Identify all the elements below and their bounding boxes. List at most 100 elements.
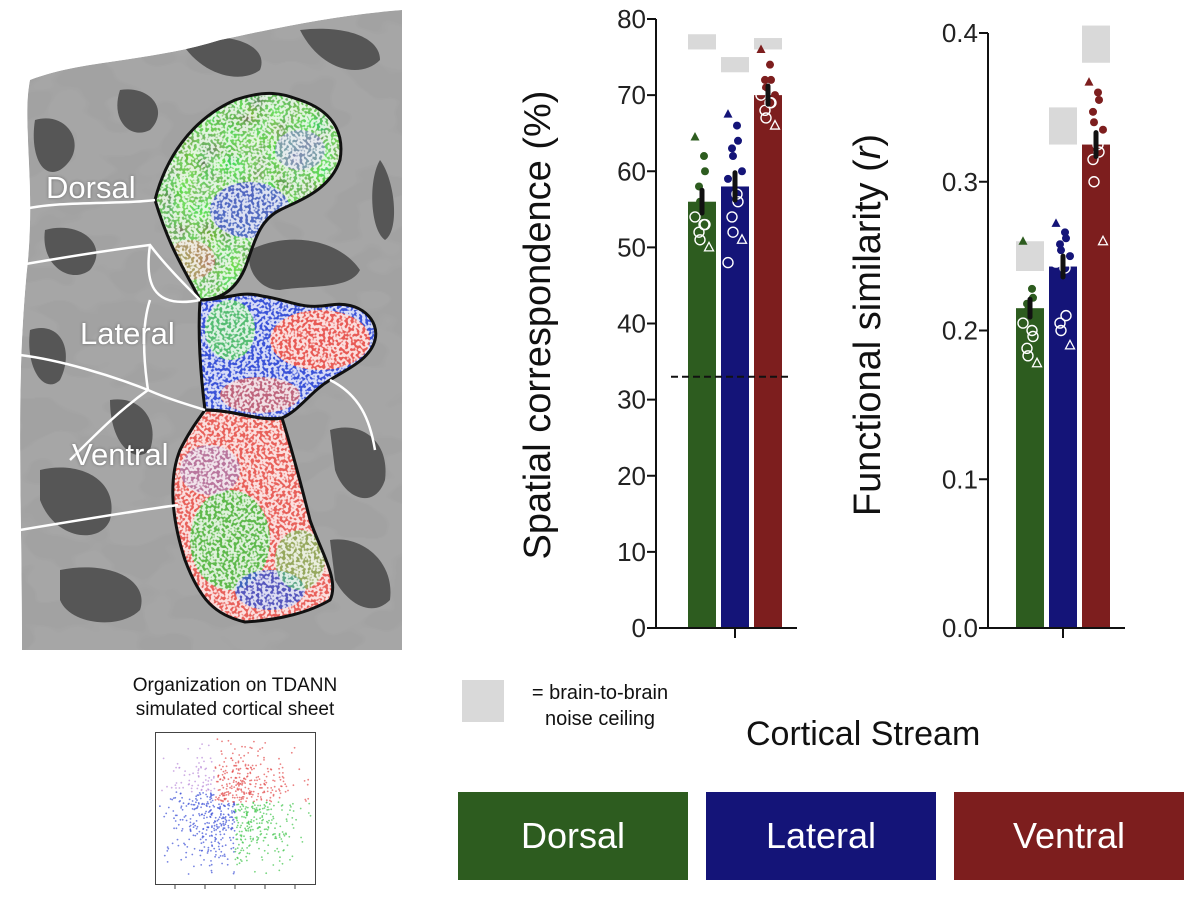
data-point-lateral [1055, 324, 1067, 337]
scatter-dot [265, 781, 268, 784]
data-point-ventral [767, 75, 775, 84]
scatter-dot [231, 759, 234, 762]
scatter-dot [255, 798, 258, 801]
scatter-dot [265, 799, 268, 802]
data-point-ventral [756, 44, 766, 53]
scatter-dot [206, 801, 209, 803]
scatter-dot [219, 814, 222, 816]
scatter-dot [184, 843, 186, 846]
scatter-dot [163, 854, 166, 857]
scatter-dot [183, 816, 186, 818]
scatter-dot [237, 803, 240, 806]
scatter-dot [269, 768, 272, 770]
scatter-dot [236, 863, 238, 866]
scatter-dot [200, 766, 202, 769]
scatter-dot [205, 784, 208, 786]
scatter-dot [243, 777, 245, 780]
data-point-lateral [732, 195, 744, 208]
scatter-dot [213, 847, 216, 850]
y-tick-label: 30 [617, 385, 646, 415]
scatter-dot [218, 796, 220, 799]
scatter-dot [227, 790, 230, 793]
map-caption-line2: simulated cortical sheet [135, 699, 335, 720]
scatter-dot [215, 850, 217, 853]
scatter-dot [237, 808, 240, 811]
scatter-dot [227, 794, 230, 796]
scatter-dot [196, 799, 198, 801]
scatter-dot [246, 847, 248, 849]
scatter-dot [190, 803, 193, 806]
scatter-dot [235, 780, 238, 783]
map-label-dorsal: Dorsal [46, 170, 136, 205]
scatter-dot [267, 770, 270, 773]
scatter-dot [228, 782, 231, 785]
scatter-dot [210, 789, 212, 792]
scatter-dot [238, 843, 240, 846]
scatter-dot [261, 747, 264, 749]
scatter-dot [285, 785, 288, 788]
scatter-dot [244, 764, 247, 767]
scatter-dot [225, 788, 228, 790]
scatter-dot [210, 860, 212, 862]
scatter-dot [233, 829, 236, 832]
scatter-dot [216, 819, 219, 822]
scatter-dot [263, 756, 265, 759]
scatter-dot [175, 791, 178, 793]
scatter-dot [279, 856, 281, 859]
scatter-dot [231, 796, 234, 799]
scatter-dot [273, 804, 275, 807]
data-point-ventral [1094, 88, 1102, 97]
scatter-dot [270, 822, 272, 825]
scatter-dot [231, 794, 234, 797]
scatter-dot [292, 810, 295, 812]
scatter-dot [273, 774, 275, 776]
scatter-dot [221, 753, 223, 755]
scatter-dot [227, 800, 229, 803]
scatter-dot [278, 757, 280, 760]
data-point-ventral [1095, 95, 1103, 104]
scatter-dot [282, 772, 284, 774]
cortical-flatmap [0, 0, 402, 650]
scatter-dot [203, 814, 206, 817]
scatter-dot [250, 825, 253, 828]
scatter-dot [233, 802, 235, 804]
data-point-lateral [728, 144, 736, 153]
scatter-dot [220, 803, 223, 805]
scatter-dot [197, 784, 200, 787]
scatter-dot [209, 796, 211, 799]
scatter-dot [244, 763, 247, 766]
scatter-dot [255, 818, 258, 821]
scatter-dot [165, 812, 168, 815]
scatter-dot [269, 813, 272, 816]
scatter-dot [248, 826, 251, 829]
scatter-dot [195, 765, 198, 768]
scatter-dot [167, 847, 170, 850]
scatter-dot [243, 816, 245, 818]
scatter-dot [220, 810, 223, 813]
scatter-dot [259, 783, 262, 786]
scatter-dot [247, 787, 250, 790]
scatter-dot [196, 787, 199, 790]
scatter-dot [249, 783, 252, 786]
y-tick-label: 0.2 [942, 316, 978, 346]
scatter-dot [195, 807, 198, 810]
scatter-dot [236, 824, 239, 827]
scatter-dot [192, 803, 195, 806]
scatter-dot [224, 805, 226, 808]
data-point-ventral [1084, 77, 1094, 86]
scatter-dot [170, 786, 173, 789]
scatter-dot [233, 871, 235, 873]
scatter-dot [221, 837, 224, 839]
scatter-dot [207, 811, 210, 813]
scatter-dot [202, 781, 205, 784]
scatter-dot [277, 850, 280, 853]
scatter-dot [265, 775, 268, 778]
scatter-dot [232, 818, 235, 821]
scatter-dot [274, 837, 276, 840]
scatter-dot [222, 827, 225, 830]
scatter-dot [203, 803, 206, 806]
scatter-dot [176, 838, 179, 841]
scatter-dot [306, 783, 309, 786]
y-axis-label: Spatial correspondence (%) [517, 91, 559, 560]
scatter-dot [235, 794, 238, 796]
